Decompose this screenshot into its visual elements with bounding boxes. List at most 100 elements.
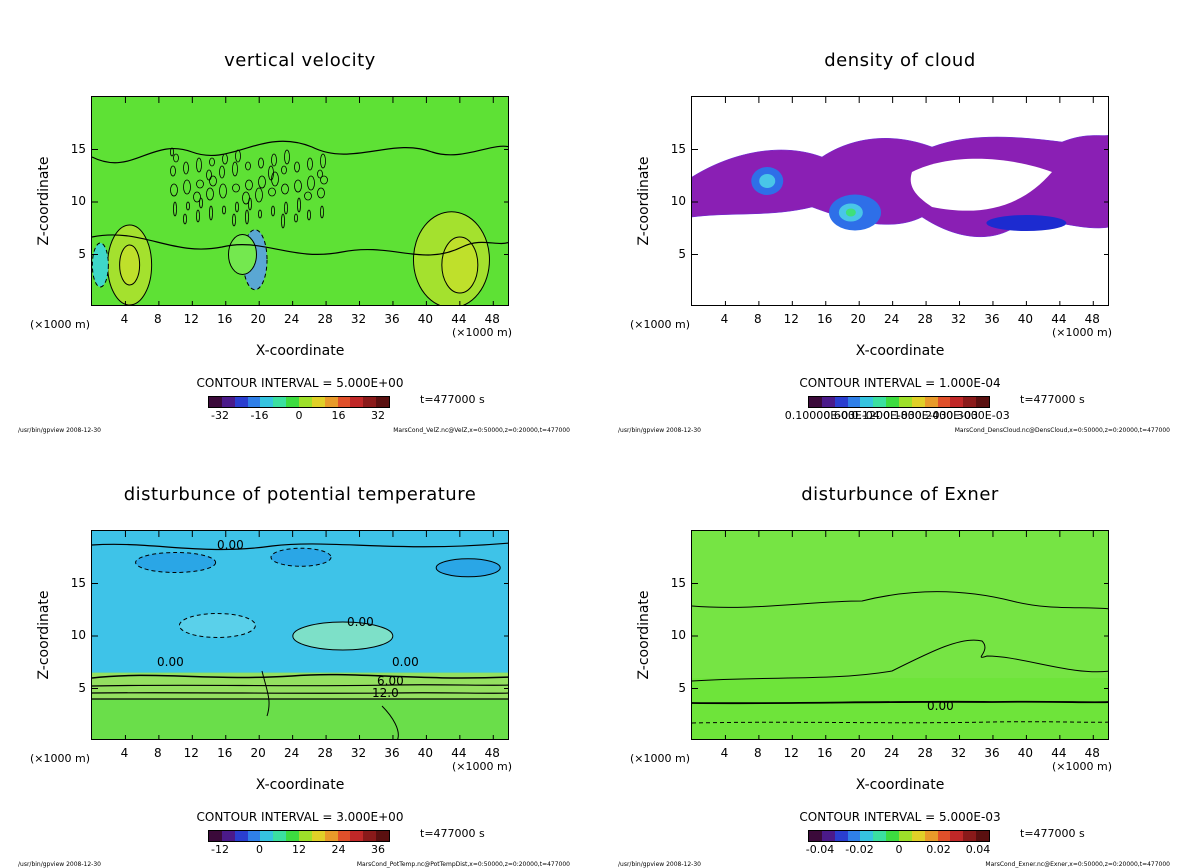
colorbar-tick-label: -12	[211, 843, 229, 856]
small-cell	[281, 213, 285, 229]
small-cell	[271, 171, 279, 187]
small-cell	[248, 197, 252, 211]
small-cell	[222, 153, 228, 165]
contour-label: 0.00	[392, 655, 419, 669]
x-axis-label: X-coordinate	[255, 777, 345, 793]
small-cell	[317, 169, 323, 179]
small-cell	[304, 191, 312, 201]
colorbar-tick-label: 0.1800E-03	[883, 409, 947, 422]
colorbar-tick-label: -16	[250, 409, 269, 422]
upper-field	[692, 531, 1108, 678]
x-tick-label: 44	[451, 746, 467, 760]
y-tick-label: 15	[70, 575, 86, 590]
small-cell	[255, 187, 263, 203]
small-cell	[206, 187, 214, 201]
small-cell	[206, 169, 212, 181]
colorbar-swatch	[886, 831, 900, 841]
x-tick-label: 40	[1017, 746, 1034, 760]
contour-label: 0.00	[927, 699, 954, 713]
small-cell	[235, 201, 239, 213]
small-cell	[281, 165, 287, 175]
colorbar	[208, 396, 390, 408]
colorbar	[208, 830, 390, 842]
x-tick-label: 8	[754, 312, 762, 326]
colorbar-swatch	[273, 397, 287, 407]
x-tick-label: 28	[917, 312, 933, 326]
small-cell	[170, 147, 174, 157]
x-tick-label: 12	[783, 746, 799, 760]
x-tick-label: 32	[350, 746, 367, 760]
colorbar-tick-label: 0	[256, 843, 263, 856]
y-tick-label: 10	[670, 628, 686, 642]
colorbar-swatch	[260, 397, 274, 407]
small-cell	[209, 175, 217, 187]
small-cell	[232, 213, 236, 227]
cool-region	[135, 552, 217, 573]
x-tick-label: 28	[317, 312, 333, 326]
colorbar-swatch	[273, 831, 287, 841]
x-tick-label: 4	[120, 312, 129, 326]
colorbar-swatch	[324, 397, 338, 407]
x-axis-unit: (×1000 m)	[1052, 760, 1113, 773]
small-cell	[284, 149, 290, 165]
colorbar-tick-label: -0.04	[805, 843, 835, 856]
colorbar-swatch	[937, 397, 951, 407]
small-cell	[186, 201, 190, 211]
colorbar-swatch	[809, 831, 822, 841]
x-tick-label: 16	[217, 312, 233, 326]
colorbar-swatch	[937, 831, 951, 841]
colorbar-swatch	[899, 831, 912, 841]
cloud-dense-core	[759, 174, 776, 188]
x-tick-label: 24	[283, 312, 300, 326]
x-axis-unit: (×1000 m)	[1052, 326, 1113, 339]
contour-line	[92, 673, 508, 679]
colorbar-swatch	[860, 397, 874, 407]
colorbar-swatch	[221, 397, 235, 407]
colorbar-swatch	[337, 831, 351, 841]
colorbar-swatch	[899, 397, 912, 407]
small-cell	[196, 157, 202, 173]
small-cell	[209, 205, 213, 221]
colorbar-swatch	[821, 397, 835, 407]
colorbar-swatch	[873, 831, 887, 841]
small-cell	[294, 213, 298, 223]
small-cell	[235, 149, 241, 163]
time-label: t=477000 s	[1020, 393, 1085, 406]
colorbar-tick-label: 0.04	[965, 843, 991, 856]
contour-label: 0.00	[157, 655, 184, 669]
chart-title: density of cloud	[824, 50, 976, 71]
contour-interval: CONTOUR INTERVAL = 5.000E+00	[196, 376, 404, 390]
y-axis-unit: (×1000 m)	[630, 752, 691, 765]
footer-left: /usr/bin/gpview 2008-12-30	[618, 427, 701, 434]
small-cell	[219, 183, 227, 199]
x-tick-label: 12	[783, 312, 799, 326]
contour-interval: CONTOUR INTERVAL = 3.000E+00	[196, 810, 404, 824]
contour-line	[92, 234, 508, 256]
contour-line	[261, 670, 399, 739]
colorbar-swatch	[809, 397, 822, 407]
cool-region	[178, 613, 256, 638]
x-tick-label: 8	[754, 746, 762, 760]
y-tick-label: 15	[670, 575, 686, 590]
x-axis-unit: (×1000 m)	[452, 760, 513, 773]
x-axis-label: X-coordinate	[855, 343, 945, 359]
x-tick-label: 40	[417, 746, 434, 760]
colorbar-tick-label: 0.1200E-03	[851, 409, 915, 422]
contour-interval: CONTOUR INTERVAL = 1.000E-04	[799, 376, 1001, 390]
colorbar	[808, 396, 990, 408]
colorbar-swatch	[324, 831, 338, 841]
footer-right: MarsCond_Exner.nc@Exner,x=0:50000,z=0:20…	[985, 861, 1170, 868]
x-tick-label: 48	[1084, 746, 1100, 760]
colorbar-swatch	[247, 397, 261, 407]
small-cell	[258, 209, 262, 219]
x-tick-label: 16	[817, 312, 833, 326]
colorbar-tick-label: 24	[331, 843, 346, 856]
y-tick-label: 15	[70, 141, 86, 156]
small-cell	[222, 205, 226, 215]
x-axis-label: X-coordinate	[255, 343, 345, 359]
small-cell	[320, 175, 328, 185]
x-tick-label: 4	[720, 312, 729, 326]
contour-line	[92, 698, 508, 700]
contour-interval: CONTOUR INTERVAL = 5.000E-03	[799, 810, 1001, 824]
y-axis-label: Z-coordinate	[36, 156, 52, 246]
